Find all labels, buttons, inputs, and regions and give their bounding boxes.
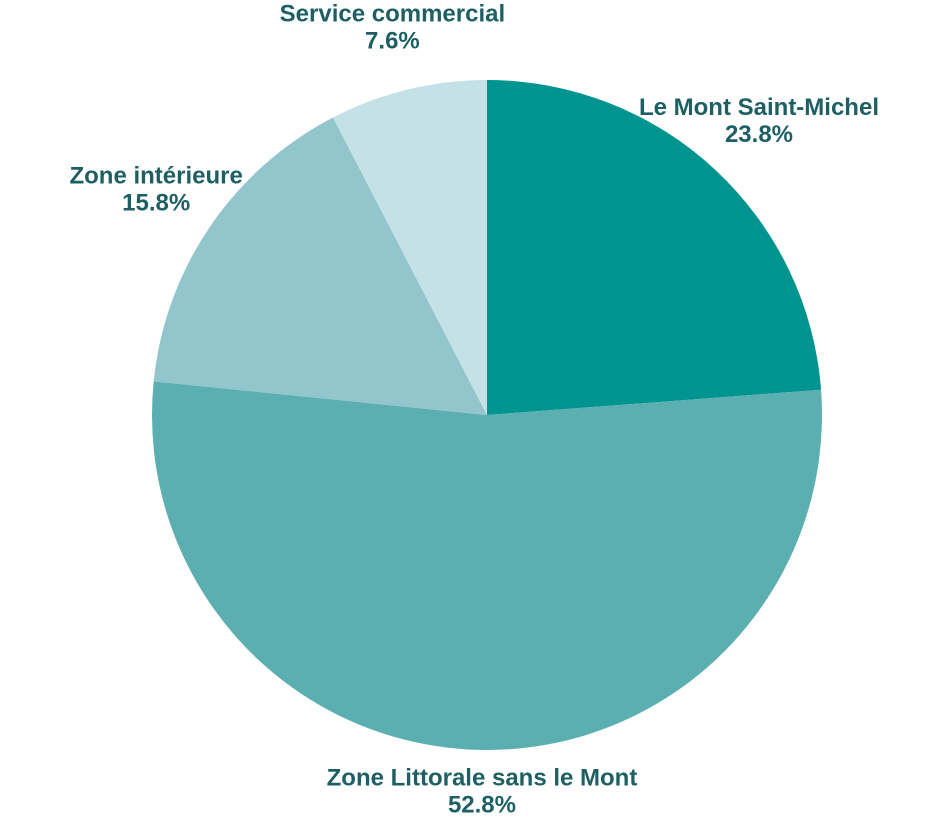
category-label: Service commercial (280, 0, 505, 27)
category-label: Zone Littorale sans le Mont (327, 764, 638, 791)
value-label: 23.8% (725, 121, 793, 148)
category-label: Zone intérieure (69, 163, 242, 190)
value-label: 52.8% (448, 791, 516, 818)
pie-slice (333, 80, 487, 415)
pie-slice (151, 381, 822, 750)
pie-slice (487, 80, 822, 415)
category-label: Le Mont Saint-Michel (639, 94, 879, 121)
value-label: 15.8% (122, 190, 190, 217)
value-label: 7.6% (365, 27, 420, 54)
pie-slice (153, 117, 487, 415)
